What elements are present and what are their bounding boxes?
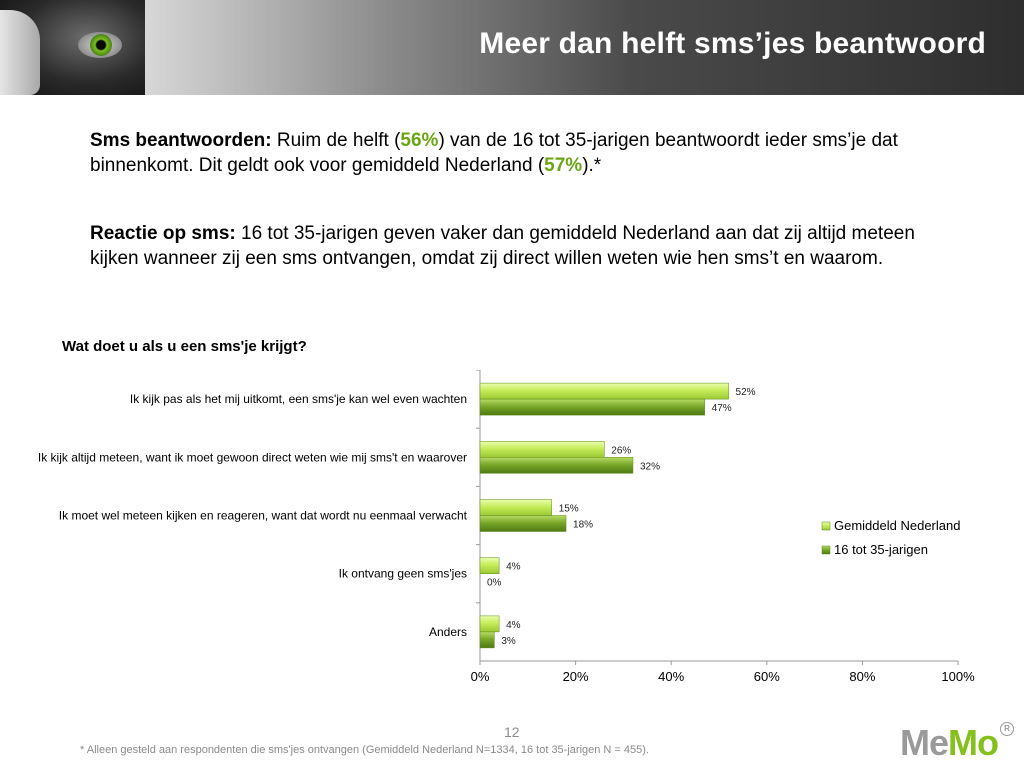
category-label: Ik ontvang geen sms'jes [339, 567, 467, 581]
x-tick-label: 80% [849, 669, 875, 684]
memo-logo: MeMo R [900, 722, 1014, 764]
paragraph-text: 16 tot 35-jarigen geven vaker dan gemidd… [90, 223, 915, 269]
legend-swatch [821, 521, 831, 531]
data-label: 4% [506, 562, 521, 573]
bar [479, 557, 500, 574]
category-label: Ik kijk altijd meteen, want ik moet gewo… [38, 450, 467, 464]
green-eye-icon [90, 34, 112, 56]
bar [479, 398, 705, 416]
legend-label: 16 tot 35-jarigen [834, 542, 928, 557]
paragraph-text: ) van de 16 tot 35-jarigen beantwoordt i… [90, 130, 898, 176]
bar [479, 631, 495, 649]
bar-chart: 0% 20% 40% 60% 80% 100% Ik kijk pas als het m… [38, 370, 975, 684]
paragraph-reactie-op-sms: Reactie op sms: 16 tot 35-jarigen geven … [90, 221, 960, 271]
bar [479, 515, 567, 532]
data-label: 3% [501, 636, 516, 647]
legend-swatch [821, 545, 831, 555]
logo-mo: Mo [948, 722, 999, 763]
x-tick-label: 20% [563, 669, 589, 684]
chart-title: Wat doet u als u een sms'je krijgt? [62, 338, 307, 355]
bar [479, 441, 605, 458]
data-label: 0% [487, 578, 502, 589]
x-tick-label: 60% [754, 669, 780, 684]
paragraph-lead: Reactie op sms: [90, 223, 236, 244]
data-label: 47% [712, 403, 732, 414]
category-label: Ik moet wel meteen kijken en reageren, w… [59, 509, 468, 523]
bar [479, 382, 729, 400]
highlight-value: 56% [400, 130, 439, 151]
chart-legend: Gemiddeld Nederland 16 tot 35-jarigen [821, 518, 960, 557]
x-tick-label: 40% [658, 669, 684, 684]
header-photo [0, 0, 145, 95]
bar [479, 457, 634, 474]
legend-label: Gemiddeld Nederland [834, 518, 960, 533]
logo-me: Me [900, 722, 949, 763]
paragraph-lead: Sms beantwoorden: [90, 130, 272, 151]
page-title: Meer dan helft sms’jes beantwoord [479, 27, 986, 60]
chart-labels: Ik kijk pas als het mij uitkomt, een sms… [38, 387, 756, 647]
data-label: 4% [506, 620, 521, 631]
footnote: * Alleen gesteld aan respondenten die sm… [80, 744, 649, 756]
category-label: Ik kijk pas als het mij uitkomt, een sms… [130, 392, 467, 406]
chart-bars [479, 382, 729, 649]
x-tick-label: 0% [471, 669, 490, 684]
highlight-value: 57% [544, 155, 583, 176]
bar [479, 499, 552, 516]
data-label: 18% [573, 520, 593, 531]
data-label: 52% [736, 387, 756, 398]
x-tick-label: 100% [941, 669, 975, 684]
bar [479, 615, 500, 633]
paragraph-text: ).* [582, 155, 602, 176]
paragraph-text: Ruim de helft ( [271, 130, 401, 151]
category-label: Anders [429, 625, 467, 639]
hand-shape [0, 10, 40, 95]
paragraph-sms-beantwoorden: Sms beantwoorden: Ruim de helft (56%) va… [90, 128, 960, 178]
header-banner: Meer dan helft sms’jes beantwoord [0, 0, 1024, 95]
registered-icon: R [1000, 722, 1014, 736]
data-label: 26% [611, 445, 631, 456]
data-label: 32% [640, 461, 660, 472]
page-number: 12 [504, 724, 520, 740]
data-label: 15% [559, 504, 579, 515]
